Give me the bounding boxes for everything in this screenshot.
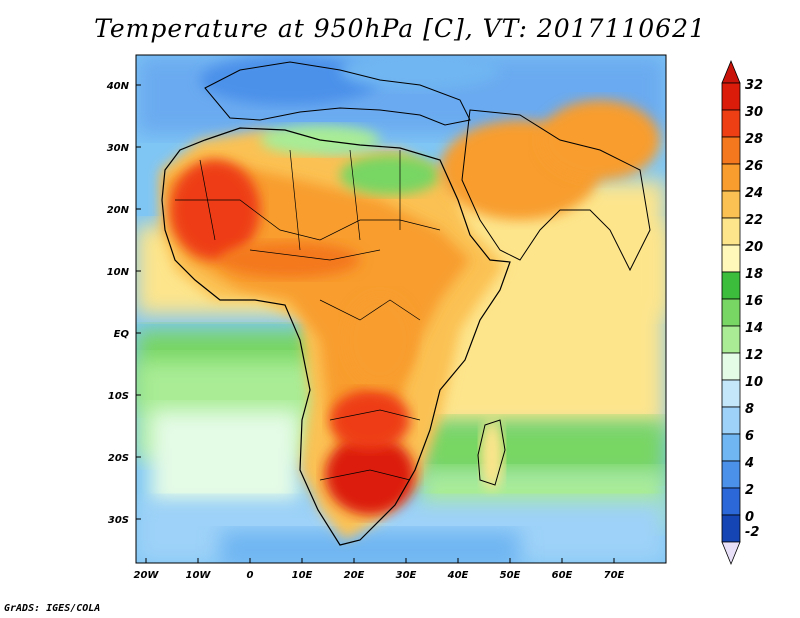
colorbar-label: 10 [745, 375, 763, 390]
lat-label: 20N [107, 205, 130, 216]
longitude-labels: 20W 10W 0 10E 20E 30E 40E 50E 60E 70E [134, 570, 625, 581]
lat-label: EQ [114, 329, 130, 340]
colorbar-label: 26 [745, 159, 763, 174]
colorbar-label: 20 [745, 240, 763, 255]
colorbar-segment [721, 244, 741, 273]
colorbar-segment [721, 352, 741, 381]
lat-label: 30S [108, 515, 129, 526]
colorbar-segment [721, 406, 741, 435]
lat-label: 20S [108, 453, 129, 464]
lon-label: 60E [552, 570, 573, 581]
colorbar-label: 18 [745, 267, 763, 282]
colorbar-label: 8 [745, 402, 754, 417]
colorbar-labels: 32 30 28 26 24 22 20 18 16 14 12 10 8 6 … [744, 78, 763, 540]
map-frame [135, 54, 667, 564]
lon-label: 70E [604, 570, 625, 581]
lon-label: 0 [247, 570, 254, 581]
lon-label: 40E [447, 570, 469, 581]
colorbar-label: 22 [745, 213, 763, 228]
colorbar-label: 0 [745, 510, 754, 525]
map-title: Temperature at 950hPa [C], VT: 201711062… [94, 14, 706, 43]
credit-text: GrADS: IGES/COLA [4, 603, 101, 614]
lon-label: 20W [134, 570, 160, 581]
colorbar-segment [721, 487, 741, 516]
colorbar-segment [721, 514, 741, 543]
colorbar-label: 28 [745, 132, 763, 147]
latitude-labels: 40N 30N 20N 10N EQ 10S 20S 30S [106, 81, 130, 526]
lon-label: 10E [292, 570, 313, 581]
colorbar-label: 4 [744, 456, 754, 471]
lon-label: 10W [186, 570, 212, 581]
colorbar-bottom-arrow [721, 541, 741, 566]
colorbar-label: -2 [745, 525, 759, 540]
colorbar-label: 6 [745, 429, 754, 444]
colorbar-segment [721, 325, 741, 354]
colorbar-label: 24 [745, 186, 763, 201]
colorbar-segment [721, 433, 741, 462]
colorbar-label: 30 [745, 105, 763, 120]
colorbar-label: 12 [745, 348, 763, 363]
colorbar-segment [721, 271, 741, 300]
colorbar-label: 14 [745, 321, 763, 336]
lon-label: 50E [500, 570, 521, 581]
colorbar-segment [721, 460, 741, 489]
colorbar-label: 2 [745, 483, 754, 498]
lat-label: 10N [107, 267, 130, 278]
lat-label: 40N [106, 81, 130, 92]
lon-label: 30E [396, 570, 417, 581]
colorbar-segment [721, 217, 741, 246]
colorbar-segment [721, 109, 741, 138]
colorbar-segment [721, 190, 741, 219]
colorbar-segment [721, 298, 741, 327]
lon-label: 20E [344, 570, 365, 581]
axis-ticks [136, 84, 615, 563]
colorbar-label: 32 [745, 78, 763, 93]
colorbar-segment [721, 379, 741, 408]
lat-label: 30N [107, 143, 130, 154]
colorbar-segment [721, 82, 741, 111]
colorbar-segment [721, 136, 741, 165]
colorbar [721, 59, 741, 566]
lat-label: 10S [108, 391, 129, 402]
colorbar-top-arrow [721, 59, 741, 84]
colorbar-label: 16 [745, 294, 763, 309]
temperature-field [136, 55, 666, 563]
colorbar-segment [721, 163, 741, 192]
